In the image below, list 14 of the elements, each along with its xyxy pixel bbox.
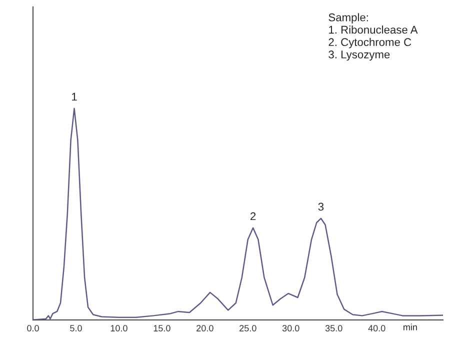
x-tick-label: 15.0 [154, 325, 170, 332]
x-tick-label: 35.0 [325, 325, 342, 332]
x-axis-title: min [404, 324, 417, 330]
x-tick-label: 40.0 [368, 325, 386, 332]
x-tick-label: 10.0 [110, 325, 128, 332]
x-tick-label: 30.0 [282, 325, 300, 332]
text: Sample: 1. Ribonuclease A 2. Cytochrome C 3. Lysozyme [328, 13, 418, 61]
annotation: 2 [250, 212, 256, 220]
annotation: 3 [318, 202, 324, 211]
annotation: 1 [72, 92, 77, 101]
x-tick-label: 0.0 [27, 325, 39, 332]
x-tick-label: 20.0 [196, 325, 214, 332]
x-tick-label: 5.0 [70, 325, 82, 332]
x-tick-label: 25.0 [240, 325, 256, 332]
